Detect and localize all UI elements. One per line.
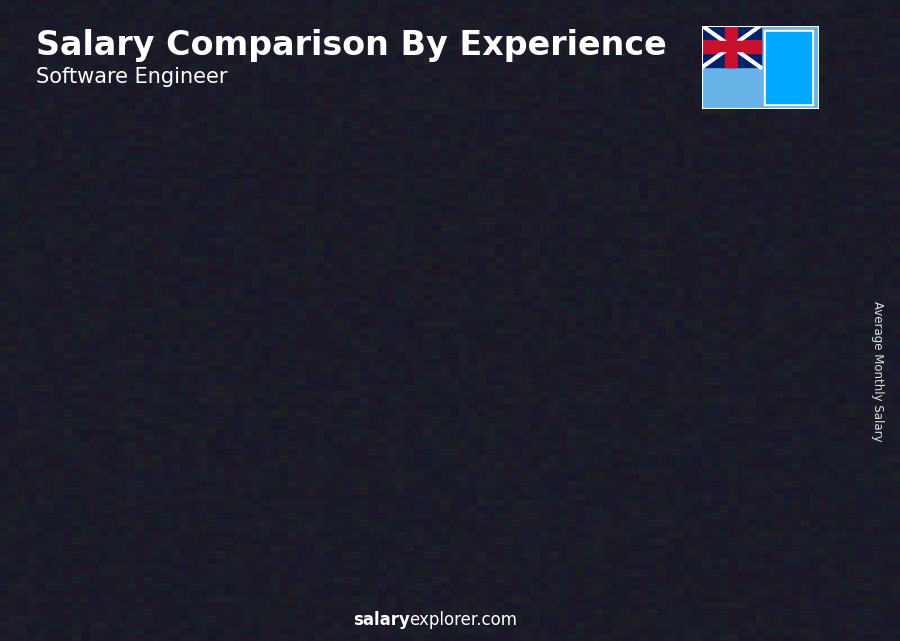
Polygon shape: [463, 310, 534, 312]
Bar: [726, 26, 736, 67]
Bar: [767, 32, 811, 103]
Text: explorer.com: explorer.com: [410, 612, 518, 629]
Polygon shape: [527, 310, 534, 577]
Bar: [725, 26, 737, 67]
Bar: [702, 40, 760, 53]
Bar: [764, 29, 814, 104]
Polygon shape: [588, 286, 660, 287]
Text: 6,940 FJD: 6,940 FJD: [724, 244, 790, 258]
Bar: [702, 42, 760, 51]
Polygon shape: [653, 286, 660, 577]
Text: 5,880 FJD: 5,880 FJD: [472, 292, 539, 306]
Polygon shape: [714, 263, 779, 577]
Polygon shape: [463, 312, 527, 577]
Polygon shape: [401, 358, 409, 577]
Polygon shape: [85, 466, 157, 467]
Text: +48%: +48%: [265, 316, 328, 335]
Text: +22%: +22%: [391, 268, 454, 287]
Polygon shape: [85, 467, 150, 577]
Text: Software Engineer: Software Engineer: [36, 67, 228, 87]
Polygon shape: [779, 262, 786, 577]
Polygon shape: [588, 287, 653, 577]
Text: Average Monthly Salary: Average Monthly Salary: [871, 301, 884, 442]
Text: +8%: +8%: [652, 224, 702, 244]
Text: 6,410 FJD: 6,410 FJD: [598, 268, 665, 282]
Polygon shape: [211, 429, 276, 577]
Polygon shape: [276, 429, 283, 577]
Text: 4,820 FJD: 4,820 FJD: [338, 340, 404, 354]
Polygon shape: [714, 262, 786, 263]
Polygon shape: [150, 466, 157, 577]
Bar: [702, 26, 760, 67]
Polygon shape: [337, 358, 409, 359]
Text: 3,260 FJD: 3,260 FJD: [212, 410, 279, 424]
Text: salary: salary: [353, 612, 410, 629]
Text: 2,440 FJD: 2,440 FJD: [83, 447, 149, 462]
Polygon shape: [337, 359, 401, 577]
Text: Salary Comparison By Experience: Salary Comparison By Experience: [36, 29, 667, 62]
Text: +34%: +34%: [139, 391, 202, 410]
Text: +9%: +9%: [526, 246, 576, 265]
